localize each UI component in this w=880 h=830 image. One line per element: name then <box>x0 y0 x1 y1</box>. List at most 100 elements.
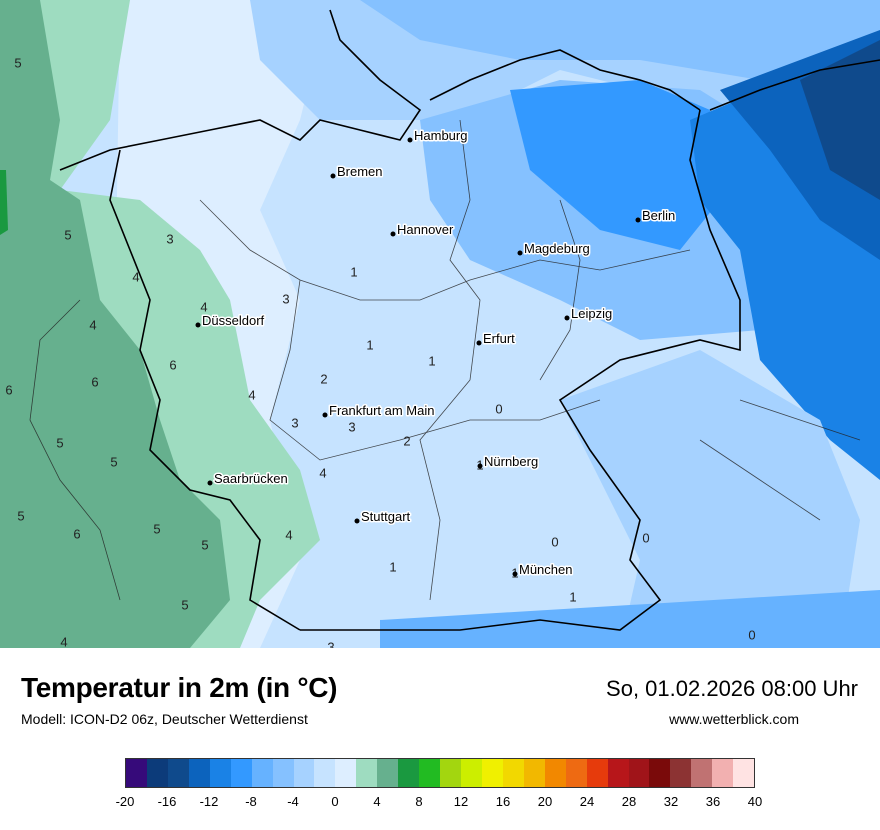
city-dot <box>564 315 570 321</box>
color-swatch <box>691 759 713 787</box>
value-label: 6 <box>91 374 98 389</box>
color-swatch <box>607 759 629 787</box>
value-label: 3 <box>327 639 334 648</box>
state-border-6 <box>699 399 861 521</box>
datetime: So, 01.02.2026 08:00 Uhr <box>606 676 858 701</box>
city-label: Düsseldorf <box>202 313 265 328</box>
value-label: 3 <box>348 419 355 434</box>
border-coast-north <box>59 9 701 171</box>
color-swatch <box>523 759 545 787</box>
color-swatch <box>209 759 231 787</box>
city-label: Hamburg <box>414 128 467 143</box>
value-label: 1 <box>389 559 396 574</box>
map-svg: 5534431411626643305214550655401151403 Ha… <box>0 0 880 648</box>
city-dot <box>195 322 201 328</box>
scale-tick-label: -8 <box>245 794 257 809</box>
color-swatch <box>733 759 755 787</box>
color-swatch <box>335 759 357 787</box>
state-border-3 <box>419 119 481 601</box>
borders <box>59 9 880 631</box>
scale-tick-label: 28 <box>621 794 637 809</box>
scale-tick-label: 4 <box>373 794 381 809</box>
color-swatch <box>251 759 273 787</box>
state-border-1 <box>199 199 691 301</box>
scale-tick-label: 8 <box>415 794 423 809</box>
value-label: 5 <box>64 227 71 242</box>
color-swatch <box>461 759 482 787</box>
zone-southeast <box>560 350 860 648</box>
scale-tick-label: 0 <box>331 794 339 809</box>
border-poland <box>709 59 880 111</box>
zone-green-dark <box>0 0 230 648</box>
city-label: München <box>519 562 572 577</box>
value-label: 4 <box>89 317 96 332</box>
zone-alps <box>380 590 880 648</box>
value-label: 2 <box>320 371 327 386</box>
city-dot <box>512 571 518 577</box>
color-swatch <box>565 759 587 787</box>
color-swatch <box>481 759 503 787</box>
city-dot <box>476 340 482 346</box>
value-label: 6 <box>73 526 80 541</box>
value-label: 0 <box>495 401 502 416</box>
color-swatch <box>188 759 210 787</box>
value-label: 5 <box>17 508 24 523</box>
zone-mid-blue <box>360 0 880 90</box>
state-border-5 <box>29 299 121 601</box>
color-swatch <box>440 759 461 787</box>
city-dot <box>635 217 641 223</box>
value-label: 0 <box>551 534 558 549</box>
zone-blue-inner <box>510 80 720 250</box>
zone-east-darkest <box>800 40 880 200</box>
value-label: 5 <box>110 454 117 469</box>
value-label: 4 <box>285 527 292 542</box>
scale-tick-label: 36 <box>705 794 721 809</box>
model-info: Modell: ICON-D2 06z, Deutscher Wetterdie… <box>21 711 308 727</box>
value-label: 1 <box>350 264 357 279</box>
value-label: 4 <box>60 634 67 648</box>
city-label: Stuttgart <box>361 509 411 524</box>
color-scale-ticks: -20 -16 -12 -8 -4 0 4 8 12 16 20 24 28 32 36 40 <box>116 794 763 814</box>
cities: Hamburg Bremen Hannover Berlin Magdeburg Düss… <box>195 127 677 579</box>
value-label: 3 <box>291 415 298 430</box>
scale-tick-label: -4 <box>287 794 299 809</box>
state-borders <box>29 119 861 601</box>
value-label: 5 <box>14 55 21 70</box>
city-label: Magdeburg <box>524 241 590 256</box>
color-swatch <box>419 759 441 787</box>
page-title: Temperatur in 2m (in °C) <box>21 672 338 703</box>
scale-tick-label: 20 <box>537 794 553 809</box>
scale-tick-label: -20 <box>115 794 135 809</box>
color-swatch <box>146 759 168 787</box>
scale-tick-label: 16 <box>495 794 511 809</box>
color-swatch <box>502 759 524 787</box>
value-label: 6 <box>5 382 12 397</box>
scale-tick-label: 24 <box>579 794 595 809</box>
city-label: Nürnberg <box>484 454 538 469</box>
city-label: Hannover <box>397 222 454 237</box>
website-link[interactable]: www.wetterblick.com <box>669 711 799 727</box>
value-label: 0 <box>642 530 649 545</box>
state-border-4 <box>539 199 581 381</box>
value-label: 2 <box>403 433 410 448</box>
temperature-map: 5534431411626643305214550655401151403 Ha… <box>0 0 880 648</box>
color-swatch <box>293 759 315 787</box>
scale-tick-label: 12 <box>453 794 469 809</box>
color-swatch <box>586 759 608 787</box>
city-label: Bremen <box>337 164 383 179</box>
color-swatch <box>712 759 734 787</box>
color-swatch <box>398 759 420 787</box>
city-dot <box>207 480 213 486</box>
scale-tick-label: 40 <box>747 794 763 809</box>
color-swatch <box>126 759 147 787</box>
city-label: Erfurt <box>483 331 515 346</box>
value-labels: 5534431411626643305214550655401151403 <box>5 55 755 648</box>
city-dot <box>322 412 328 418</box>
value-label: 5 <box>181 597 188 612</box>
value-label: 4 <box>132 269 139 284</box>
city-label: Saarbrücken <box>214 471 288 486</box>
color-swatch <box>377 759 399 787</box>
value-label: 6 <box>169 357 176 372</box>
value-label: 5 <box>201 537 208 552</box>
scale-tick-label: 32 <box>663 794 679 809</box>
